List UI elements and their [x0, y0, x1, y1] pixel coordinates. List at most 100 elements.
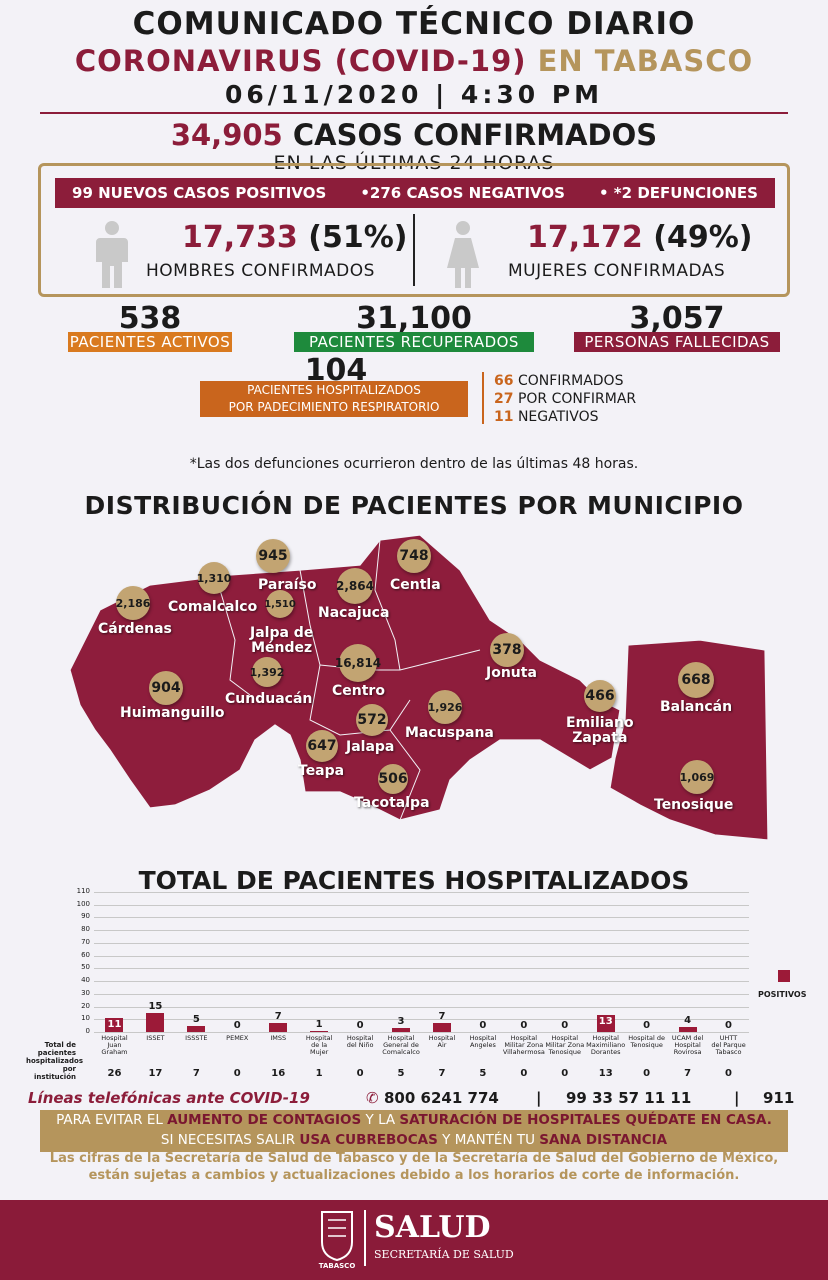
gender-divider [413, 214, 415, 286]
deaths-label: PERSONAS FALLECIDAS [574, 332, 780, 352]
banner-line1: PARA EVITAR EL AUMENTO DE CONTAGIOS Y LA… [56, 1112, 772, 1128]
municipality-name: Balancán [660, 699, 733, 715]
y-tick-label: 60 [81, 950, 90, 959]
municipality-name: Cunduacán [225, 691, 313, 707]
gridline [94, 968, 749, 970]
municipality-name: Nacajuca [318, 605, 390, 621]
bar-value-label: 5 [192, 1013, 200, 1025]
map-borders [219, 539, 481, 821]
institution-total: 1 [315, 1068, 323, 1079]
municipality-bubble: 1,392 [250, 657, 284, 687]
gridline [94, 1032, 749, 1033]
phone-2: 99 33 57 11 11 [566, 1089, 692, 1107]
municipality-name: Centla [390, 577, 441, 593]
institution-total: 7 [438, 1068, 446, 1079]
institution-total: 7 [684, 1068, 692, 1079]
gridline [94, 904, 749, 906]
municipality-name: Macuspana [405, 725, 494, 741]
border-2 [299, 569, 321, 666]
institution-total: 0 [643, 1068, 651, 1079]
man-icon [96, 221, 128, 288]
municipality-bubble: 647 [306, 730, 338, 762]
hosp-negative: 11 NEGATIVOS [494, 409, 599, 425]
chart-title: TOTAL DE PACIENTES HOSPITALIZADOS [138, 866, 690, 895]
deaths-number: 3,057 [629, 301, 725, 336]
chart-bar [146, 1012, 165, 1032]
hospitalized-label-line2: POR PADECIMIENTO RESPIRATORIO [228, 400, 440, 414]
category-label: Hospital de Tenosique [628, 1034, 666, 1049]
woman-icon [447, 221, 479, 288]
bar-value-label: 0 [725, 1020, 733, 1031]
recovered-label: PACIENTES RECUPERADOS [294, 332, 534, 352]
municipality-bubble: 904 [149, 671, 183, 705]
subtitle-part1: CORONAVIRUS (COVID-19) [74, 44, 527, 78]
bar-value-label: 15 [148, 1000, 163, 1012]
gridline [94, 930, 749, 932]
municipality-bubble: 1,310 [197, 562, 231, 594]
institution-total: 0 [725, 1068, 733, 1079]
institution-total: 13 [598, 1068, 613, 1079]
bar-value-label: 0 [356, 1020, 364, 1031]
gridline [94, 955, 749, 957]
institution-total: 7 [192, 1068, 200, 1079]
chart-bar [596, 1015, 615, 1032]
category-label: ISSET [146, 1034, 165, 1042]
bar-value-label: 7 [438, 1011, 446, 1023]
new-deaths: • *2 DEFUNCIONES [599, 184, 758, 202]
category-label: Hospital General de Comalcalco [382, 1034, 420, 1056]
y-tick-label: 90 [81, 912, 90, 921]
municipality-name: Jonuta [486, 665, 537, 681]
municipality-bubble: 2,864 [336, 568, 374, 604]
chart-bar [269, 1023, 288, 1032]
gridline [94, 993, 749, 995]
bar-value-label: 0 [520, 1020, 528, 1031]
disclaimer: Las cifras de la Secretaría de Salud de … [49, 1151, 779, 1183]
municipality-bubble: 945 [256, 539, 290, 573]
institution-total: 0 [233, 1068, 241, 1079]
category-label: Hospital Angeles [469, 1034, 497, 1049]
category-label: Hospital Air [428, 1034, 456, 1049]
municipality-name: Teapa [298, 763, 345, 779]
gridline [94, 942, 749, 944]
y-tick-label: 50 [81, 963, 90, 972]
municipality-name: Tenosique [654, 797, 734, 813]
category-label: UHTT del Parque Tabasco [711, 1034, 746, 1056]
map-title: DISTRIBUCIÓN DE PACIENTES POR MUNICIPIO [84, 491, 744, 520]
new-positive: 99 NUEVOS CASOS POSITIVOS [72, 184, 327, 202]
confirmed-cases: 34,905 CASOS CONFIRMADOS [0, 118, 828, 152]
gridline [94, 981, 749, 983]
category-label: Hospital de la Mujer [305, 1034, 333, 1056]
y-tick-label: 110 [76, 887, 90, 895]
municipality-name: Jalpa de Méndez [250, 625, 314, 656]
municipality-bubble: 378 [490, 633, 524, 667]
y-tick-label: 10 [81, 1014, 90, 1023]
municipality-name: Centro [332, 683, 385, 699]
bar-value-label: 13 [598, 1016, 613, 1028]
y-tick-label: 0 [85, 1027, 90, 1035]
y-tick-label: 80 [81, 925, 90, 934]
recovered-number: 31,100 [356, 301, 472, 336]
seal-text: TABASCO [318, 1262, 356, 1270]
category-label: Hospital Juan Graham [101, 1034, 128, 1056]
institution-total: 0 [561, 1068, 569, 1079]
subtitle-part2: EN TABASCO [537, 44, 754, 78]
municipality-bubble: 1,510 [264, 590, 296, 618]
gridline [94, 892, 749, 893]
municipality-bubble: 466 [584, 680, 616, 712]
bar-value-label: 4 [684, 1014, 692, 1026]
border-5 [309, 664, 411, 736]
municipality-bubble: 1,069 [680, 760, 714, 794]
footer: TABASCO SALUD SECRETARÍA DE SALUD [0, 1200, 828, 1280]
category-label: Hospital Militar Zona Villahermosa [502, 1034, 545, 1056]
institution-total: 26 [107, 1068, 122, 1079]
women-count: 17,172 (49%) [527, 220, 752, 255]
footnote: *Las dos defunciones ocurrieron dentro d… [189, 456, 639, 472]
report-datetime: 06/11/2020 | 4:30 PM [224, 80, 604, 109]
municipality-name: Paraíso [258, 577, 317, 593]
map-east-region [609, 639, 769, 841]
hospitalized-label-line1: PACIENTES HOSPITALIZADOS [247, 383, 421, 397]
hospitalized-label: PACIENTES HOSPITALIZADOS POR PADECIMIENT… [200, 381, 468, 417]
phone-sep-2: | [734, 1089, 740, 1107]
legend-label: POSITIVOS [758, 990, 807, 999]
municipality-name: Tacotalpa [354, 795, 430, 811]
